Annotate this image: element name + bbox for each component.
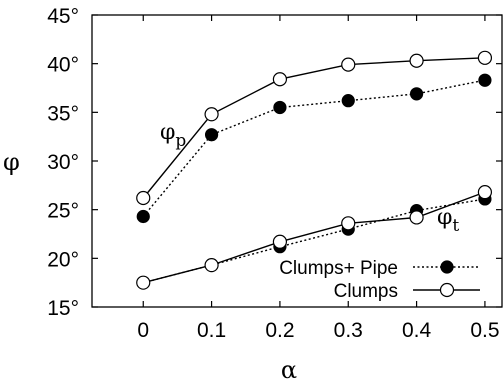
data-point-clumps-phi-t [136, 275, 151, 290]
data-point-clumps-phi-p [341, 57, 356, 72]
y-tick-label: 45° [47, 5, 79, 28]
data-point-clumps-phi-p [409, 53, 424, 68]
data-point-clumps-pipe-phi-p [409, 87, 424, 101]
data-point-clumps-phi-t [409, 210, 424, 225]
annotation-phi-p-sub: p [175, 131, 186, 151]
data-point-clumps-pipe-phi-p [478, 73, 492, 87]
x-axis-label: α [281, 356, 297, 381]
series-line-clumps-phi-p [142, 57, 485, 199]
legend: Clumps+ Pipe Clumps [279, 258, 480, 302]
series-line-clumps-phi-t [143, 191, 486, 284]
data-point-clumps-phi-p [272, 72, 288, 87]
y-tick-label: 25° [47, 200, 79, 223]
data-point-clumps-pipe-phi-p [136, 209, 150, 224]
legend-label-clumps: Clumps [334, 281, 398, 302]
data-point-clumps-phi-t [272, 234, 288, 249]
y-tick-label: 15° [47, 297, 79, 320]
x-tick-label: 0.5 [470, 319, 499, 342]
annotation-phi-t-base: φ [437, 205, 452, 230]
y-tick-label: 40° [47, 54, 79, 77]
annotation-phi-t: φt [437, 205, 459, 236]
x-tick-label: 0.4 [402, 319, 432, 342]
data-point-clumps-pipe-phi-p [204, 128, 219, 142]
data-point-clumps-pipe-phi-p [273, 100, 287, 115]
legend-marker-clumps-pipe [440, 260, 454, 274]
annotation-phi-p-base: φ [160, 120, 175, 145]
legend-label-clumps-pipe: Clumps+ Pipe [279, 258, 398, 279]
x-axis: 0 0.1 0.2 0.3 0.4 0.5 [137, 15, 500, 342]
x-tick-label: 0 [137, 319, 149, 342]
data-point-clumps-phi-p [204, 107, 219, 122]
data-point-clumps-phi-p [477, 50, 493, 65]
data-point-clumps-phi-t [341, 216, 356, 231]
annotation-phi-p: φp [160, 120, 186, 151]
series-line-clumps-pipe-phi-p [142, 79, 486, 217]
data-point-clumps-phi-t [204, 258, 219, 273]
annotation-phi-t-sub: t [452, 216, 459, 236]
y-axis: 15° 20° 25° 30° 35° 40° 45° [47, 5, 502, 320]
data-point-clumps-phi-p [136, 190, 151, 206]
data-point-clumps-phi-t [477, 185, 493, 200]
y-tick-label: 20° [47, 248, 79, 271]
x-tick-label: 0.2 [265, 319, 294, 342]
y-tick-label: 35° [47, 102, 79, 125]
y-tick-label: 30° [47, 151, 79, 174]
legend-marker-clumps [439, 282, 455, 298]
data-point-clumps-pipe-phi-p [341, 94, 355, 108]
series-layer [136, 50, 493, 290]
x-tick-label: 0.3 [334, 319, 363, 342]
y-axis-label: φ [3, 148, 20, 176]
x-tick-label: 0.1 [197, 319, 226, 342]
